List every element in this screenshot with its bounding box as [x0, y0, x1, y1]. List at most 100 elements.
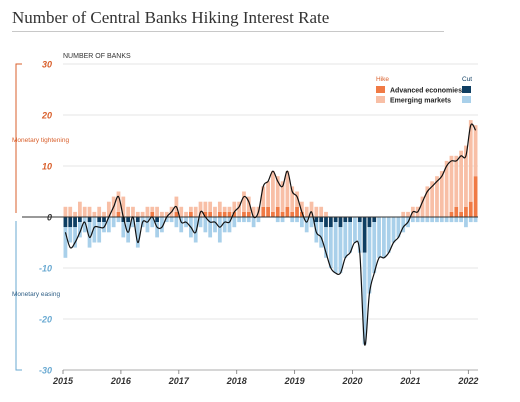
bar-emerging-cut: [135, 222, 140, 248]
bar-emerging-hike: [285, 171, 290, 207]
bar-advanced-hike: [290, 211, 295, 217]
bar-emerging-cut: [92, 217, 97, 243]
x-tick-label: 2021: [399, 376, 420, 386]
bar-emerging-hike: [280, 181, 285, 212]
bar-advanced-cut: [78, 217, 82, 223]
bar-emerging-hike: [160, 211, 164, 217]
legend-label: Advanced economies: [390, 88, 462, 95]
bar-emerging-cut: [106, 217, 111, 233]
bar-emerging-cut: [430, 217, 435, 223]
legend-swatch-hike: [376, 86, 385, 93]
legend-swatch-hike: [376, 96, 385, 103]
bar-emerging-hike: [222, 206, 227, 212]
bar-emerging-cut: [401, 217, 406, 233]
band-label-easing: Monetary easing: [12, 291, 60, 298]
bar-emerging-hike: [299, 201, 304, 212]
bar-emerging-cut: [164, 217, 169, 223]
bar-emerging-hike: [324, 211, 328, 217]
bar-emerging-cut: [367, 227, 372, 294]
bar-emerging-hike: [430, 181, 435, 217]
bar-advanced-hike: [188, 211, 193, 217]
bar-advanced-hike: [459, 211, 463, 217]
bar-emerging-cut: [222, 217, 227, 233]
legend-cut-header: Cut: [462, 76, 472, 83]
bar-emerging-cut: [333, 222, 338, 274]
x-tick-label: 2020: [342, 376, 363, 386]
bar-emerging-cut: [372, 222, 377, 274]
bar-emerging-hike: [174, 196, 179, 212]
bar-advanced-cut: [102, 217, 106, 223]
bar-emerging-hike: [454, 155, 459, 207]
bar-emerging-hike: [232, 201, 237, 212]
legend-label: Emerging markets: [390, 98, 451, 105]
bar-group: [63, 120, 478, 345]
bar-emerging-hike: [203, 201, 208, 212]
bar-emerging-cut: [227, 217, 232, 233]
bar-emerging-cut: [73, 227, 77, 248]
bar-emerging-hike: [406, 211, 410, 217]
bar-advanced-hike: [150, 211, 155, 217]
bar-emerging-cut: [328, 227, 333, 268]
bar-emerging-hike: [444, 160, 449, 217]
bar-emerging-hike: [135, 211, 140, 217]
bar-emerging-cut: [111, 217, 116, 228]
bar-emerging-hike: [87, 206, 92, 217]
bar-emerging-cut: [290, 217, 295, 223]
bar-emerging-cut: [377, 217, 381, 258]
net-line-group: [64, 123, 477, 346]
bar-emerging-hike: [188, 206, 193, 212]
bar-emerging-hike: [242, 191, 246, 212]
bar-emerging-hike: [295, 191, 299, 207]
bar-emerging-hike: [237, 201, 242, 217]
bar-advanced-hike: [242, 211, 246, 217]
bar-emerging-cut: [435, 217, 439, 223]
bar-emerging-hike: [92, 211, 97, 217]
bar-emerging-hike: [184, 211, 188, 217]
bar-emerging-hike: [420, 196, 425, 217]
bar-advanced-cut: [348, 217, 353, 223]
bar-emerging-hike: [97, 206, 102, 217]
bar-emerging-hike: [126, 206, 131, 217]
bar-emerging-cut: [420, 217, 425, 223]
bar-emerging-cut: [396, 217, 401, 238]
bar-emerging-cut: [319, 222, 324, 248]
bar-emerging-hike: [121, 196, 126, 217]
bar-emerging-cut: [391, 217, 396, 243]
bar-emerging-cut: [468, 217, 473, 223]
bar-emerging-hike: [106, 201, 111, 217]
bar-emerging-cut: [299, 217, 304, 228]
bar-emerging-cut: [353, 217, 357, 243]
bar-advanced-hike: [266, 206, 270, 217]
bar-emerging-cut: [295, 217, 299, 223]
bar-emerging-hike: [217, 201, 222, 212]
bar-emerging-cut: [217, 217, 222, 243]
bar-emerging-hike: [314, 206, 319, 217]
y-tick-label: -10: [39, 264, 52, 274]
bar-emerging-hike: [82, 206, 87, 217]
bar-advanced-hike: [464, 206, 468, 217]
bar-advanced-hike: [232, 211, 237, 217]
y-tick-label: 0: [47, 213, 52, 223]
bar-emerging-cut: [242, 217, 246, 223]
bar-emerging-hike: [261, 186, 266, 207]
bar-emerging-hike: [78, 201, 82, 217]
bar-advanced-cut: [87, 217, 92, 223]
bar-emerging-cut: [309, 217, 314, 228]
bar-emerging-cut: [246, 217, 251, 223]
bar-advanced-hike: [261, 206, 266, 217]
bar-emerging-cut: [145, 217, 150, 233]
bar-emerging-cut: [357, 222, 362, 253]
bar-emerging-cut: [454, 217, 459, 223]
bar-advanced-hike: [449, 211, 454, 217]
bar-emerging-hike: [266, 181, 270, 207]
bar-emerging-cut: [304, 217, 309, 233]
bar-emerging-cut: [464, 217, 468, 228]
bar-emerging-cut: [439, 217, 444, 223]
bar-emerging-cut: [280, 217, 285, 223]
bar-emerging-cut: [386, 217, 391, 253]
bar-advanced-hike: [174, 211, 179, 217]
chart-title: Number of Central Banks Hiking Interest …: [12, 8, 330, 27]
bar-emerging-hike: [63, 206, 68, 217]
bar-emerging-cut: [131, 217, 135, 228]
bar-advanced-cut: [314, 217, 319, 223]
